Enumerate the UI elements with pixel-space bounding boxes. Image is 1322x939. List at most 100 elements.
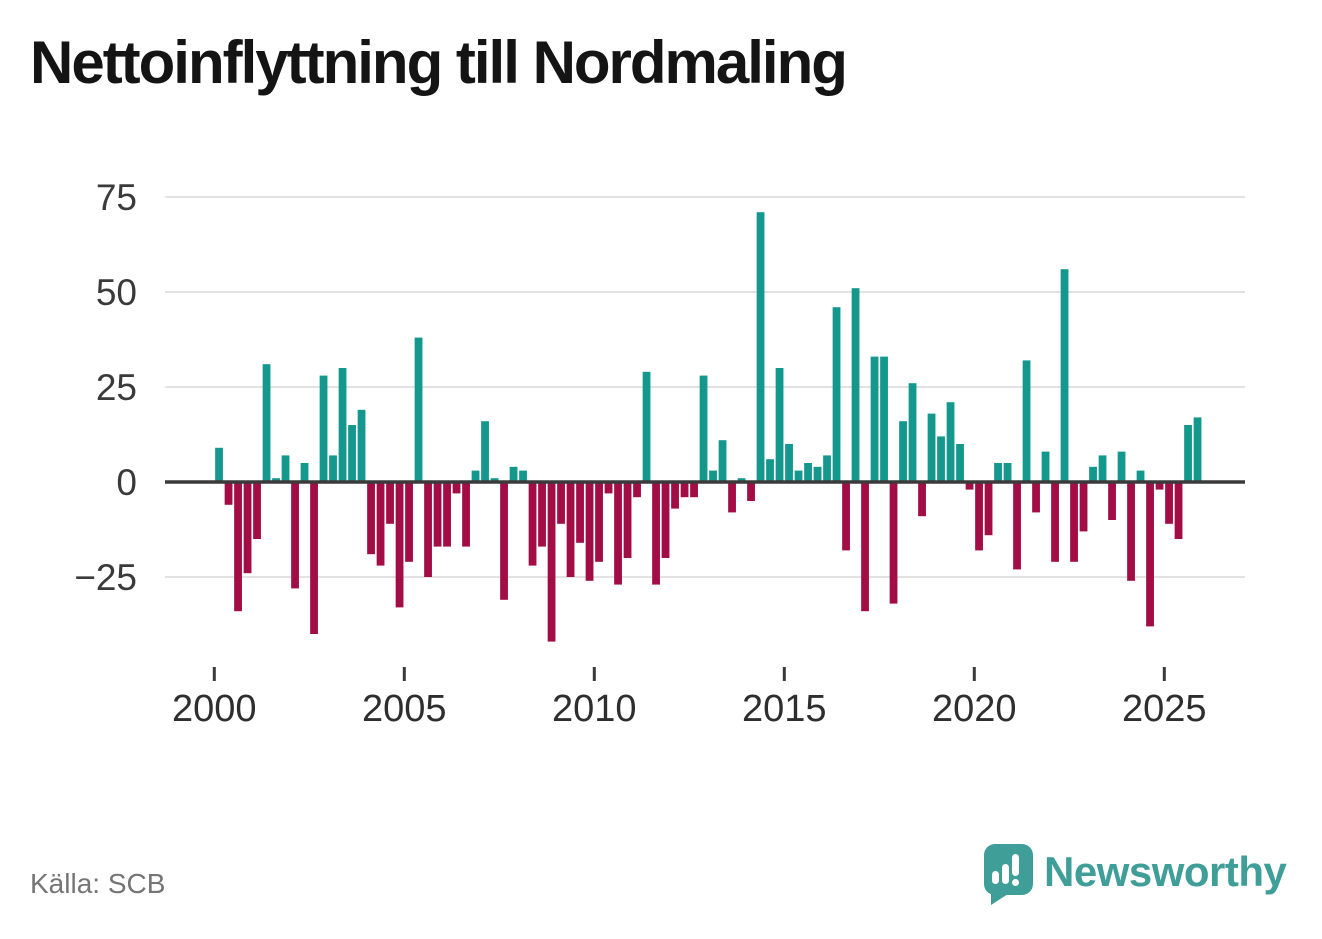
bar-2012Q2: [680, 482, 689, 498]
bar-2004Q4: [395, 482, 404, 608]
x-axis-label-2000: 2000: [172, 688, 257, 730]
source-note: Källa: SCB: [30, 868, 166, 899]
brand-name: Newsworthy: [1044, 848, 1287, 895]
bar-2004Q2: [376, 482, 385, 566]
bar-2020Q3: [994, 463, 1002, 482]
brand-footer: Newsworthy: [982, 842, 1302, 912]
bar-2003Q2: [338, 368, 347, 482]
bar-2015Q3: [804, 463, 812, 482]
page-title: Nettoinflyttning till Nordmaling: [30, 29, 848, 96]
bar-2010Q3: [614, 482, 622, 585]
bar-2002Q4: [319, 375, 328, 482]
bar-2001Q3: [272, 478, 280, 482]
bar-2012Q3: [690, 482, 698, 498]
bar-2000Q1: [215, 447, 223, 482]
bar-2008Q3: [538, 482, 546, 547]
y-axis-label--25: −25: [74, 557, 137, 598]
x-axis-label-2005: 2005: [362, 688, 447, 730]
bar-2009Q3: [576, 482, 584, 543]
bar-2011Q1: [633, 482, 641, 498]
bar-2018Q3: [918, 482, 926, 517]
bar-2007Q2: [490, 478, 499, 482]
bar-2003Q1: [329, 455, 337, 482]
bar-2019Q3: [956, 444, 964, 482]
x-axis-label-2010: 2010: [552, 688, 637, 730]
logo-bubble-tail: [991, 894, 1008, 905]
bar-2019Q4: [965, 482, 974, 490]
bar-2017Q2: [870, 356, 879, 482]
bar-2022Q1: [1051, 482, 1059, 562]
bar-2002Q3: [310, 482, 318, 634]
bar-2009Q1: [557, 482, 565, 524]
x-axis-label-2015: 2015: [742, 688, 827, 730]
bar-2007Q1: [481, 421, 489, 482]
bar-2023Q1: [1089, 466, 1097, 482]
bar-2014Q3: [766, 459, 774, 482]
bar-2002Q2: [300, 463, 309, 482]
speech-bubble-bar-chart-icon: [984, 844, 1033, 905]
bar-2005Q1: [405, 482, 413, 562]
logo-bar-small: [992, 871, 999, 884]
bar-2012Q1: [671, 482, 679, 509]
bar-2019Q2: [946, 402, 955, 482]
bar-2022Q2: [1060, 269, 1069, 482]
logo-exclamation-bar: [1012, 854, 1019, 876]
bar-2016Q2: [832, 307, 841, 482]
logo-bar-medium: [1002, 864, 1009, 884]
bar-2001Q1: [253, 482, 261, 539]
bar-2022Q3: [1070, 482, 1078, 562]
bar-2008Q1: [519, 470, 527, 482]
bar-2024Q3: [1146, 482, 1154, 627]
bar-2024Q2: [1136, 470, 1145, 482]
bar-2025Q1: [1165, 482, 1173, 524]
x-axis-label-2025: 2025: [1122, 688, 1207, 730]
bar-2008Q2: [528, 482, 537, 566]
bar-2014Q1: [747, 482, 755, 501]
x-axis-label-2020: 2020: [932, 688, 1017, 730]
bar-2013Q1: [709, 470, 717, 482]
bar-2021Q4: [1041, 451, 1050, 482]
bar-2000Q4: [243, 482, 252, 574]
bar-2018Q4: [927, 413, 936, 482]
bar-2006Q1: [443, 482, 451, 547]
bar-2013Q2: [718, 440, 727, 482]
bar-2019Q1: [937, 436, 945, 482]
bar-2023Q2: [1098, 455, 1107, 482]
bar-2006Q4: [471, 470, 480, 482]
bar-2006Q2: [452, 482, 461, 494]
bar-2009Q2: [566, 482, 575, 577]
bar-2016Q4: [851, 288, 860, 482]
bar-2020Q1: [975, 482, 983, 551]
bar-2009Q4: [585, 482, 594, 581]
bar-2005Q3: [424, 482, 432, 577]
bar-2008Q4: [547, 482, 556, 642]
bar-2011Q2: [642, 371, 651, 482]
bar-2002Q1: [291, 482, 299, 589]
bar-2015Q4: [813, 466, 822, 482]
bar-2000Q2: [224, 482, 233, 505]
bar-2022Q4: [1079, 482, 1088, 532]
bar-2011Q3: [652, 482, 660, 585]
bar-2015Q1: [785, 444, 793, 482]
bar-2014Q4: [775, 368, 784, 482]
bar-2010Q1: [595, 482, 603, 562]
bar-2004Q3: [386, 482, 394, 524]
bar-2014Q2: [756, 212, 765, 482]
bar-2000Q3: [234, 482, 242, 612]
bar-2003Q4: [357, 409, 366, 482]
y-axis-label-50: 50: [95, 272, 137, 313]
bar-2025Q4: [1193, 417, 1202, 482]
logo-exclamation-dot: [1012, 879, 1019, 886]
y-axis-label-25: 25: [95, 367, 137, 408]
bar-2010Q4: [623, 482, 632, 558]
bar-2007Q4: [509, 466, 518, 482]
bar-2003Q3: [348, 425, 356, 482]
bar-2021Q2: [1022, 360, 1031, 482]
bar-2025Q2: [1174, 482, 1183, 539]
bar-2023Q4: [1117, 451, 1126, 482]
bar-2018Q2: [908, 383, 917, 482]
bar-2016Q1: [823, 455, 831, 482]
bar-2004Q1: [367, 482, 375, 555]
